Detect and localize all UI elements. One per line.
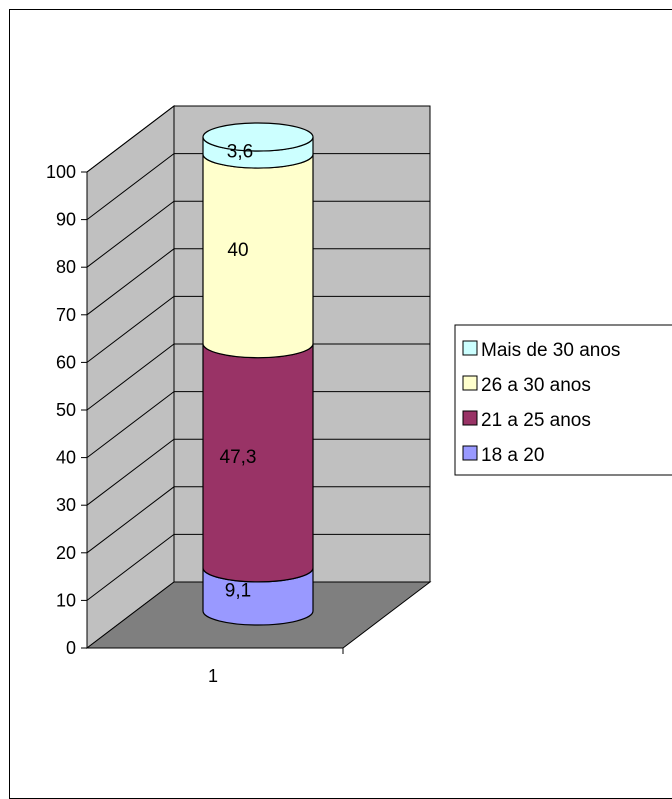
gridline <box>86 200 430 268</box>
gridline <box>86 248 430 316</box>
legend-swatch <box>462 410 478 426</box>
gridline <box>86 343 430 411</box>
data-label: 3,6 <box>227 142 253 163</box>
x-tick-label: 1 <box>208 666 218 686</box>
legend-entry: 18 a 20 <box>481 445 544 466</box>
y-tick-label: 90 <box>56 210 76 230</box>
y-tick-label: 40 <box>56 448 76 468</box>
legend-swatch <box>462 375 478 391</box>
cylinder-segment-26-a-30-anos <box>202 153 314 359</box>
gridline <box>86 391 430 458</box>
y-tick-label: 50 <box>56 400 76 420</box>
y-tick-label: 70 <box>56 305 76 325</box>
gridlines <box>86 105 430 601</box>
legend-swatch <box>462 445 478 461</box>
legend-swatch <box>462 340 478 356</box>
y-tick-label: 20 <box>56 543 76 563</box>
gridline <box>86 105 430 173</box>
y-tick-label: 80 <box>56 257 76 277</box>
data-labels: 9,1 47,3 40 3,6 <box>220 142 257 602</box>
legend-entry: 21 a 25 anos <box>481 410 591 431</box>
value-axis: 0 10 20 30 40 50 60 70 80 90 100 1 <box>46 162 344 686</box>
y-tick-label: 100 <box>46 162 76 182</box>
y-tick-label: 10 <box>56 590 76 610</box>
data-label: 47,3 <box>220 447 257 468</box>
gridline <box>86 533 430 601</box>
legend: Mais de 30 anos 26 a 30 anos 21 a 25 anos 1… <box>454 324 672 476</box>
y-tick-label: 60 <box>56 352 76 372</box>
legend-box <box>454 324 672 476</box>
data-label: 40 <box>227 240 248 261</box>
y-tick-label: 0 <box>66 638 76 658</box>
gridline <box>86 295 430 363</box>
y-tick-label: 30 <box>56 495 76 515</box>
gridline <box>86 438 430 506</box>
legend-entry: Mais de 30 anos <box>481 340 620 361</box>
gridline <box>86 486 430 554</box>
data-label: 9,1 <box>225 580 251 601</box>
gridline <box>86 153 430 220</box>
cylinder-segment-mais-de-30-anos-top <box>202 122 314 152</box>
cylinder-stack <box>202 122 314 626</box>
legend-entry: 26 a 30 anos <box>481 375 591 396</box>
